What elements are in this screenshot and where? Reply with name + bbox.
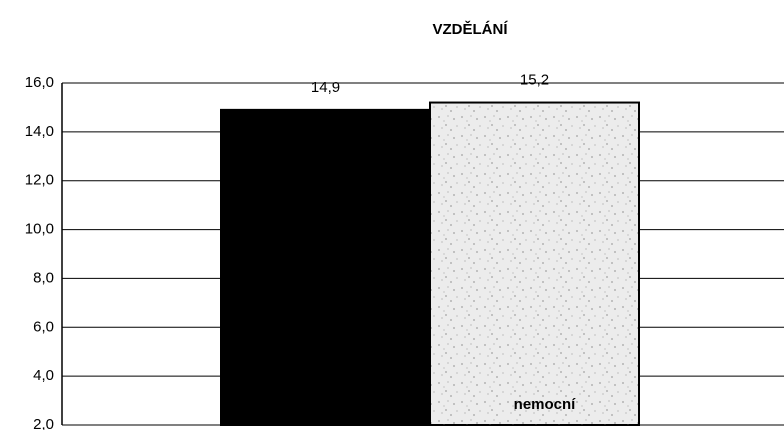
- y-tick-label: 10,0: [25, 221, 54, 238]
- y-tick-label: 6,0: [33, 318, 54, 335]
- value-label: 15,2: [520, 72, 549, 89]
- y-tick-label: 2,0: [33, 416, 54, 430]
- bar-texture: [431, 103, 638, 426]
- y-tick-label: 8,0: [33, 269, 54, 286]
- value-label: 14,9: [311, 79, 340, 96]
- y-tick-label: 12,0: [25, 172, 54, 189]
- y-tick-label: 16,0: [25, 74, 54, 91]
- y-tick-label: 4,0: [33, 367, 54, 384]
- y-tick-label: 14,0: [25, 123, 54, 140]
- category-label: nemocní: [514, 396, 577, 413]
- chart-title: VZDĚLÁNÍ: [433, 20, 509, 38]
- bar: [220, 108, 431, 426]
